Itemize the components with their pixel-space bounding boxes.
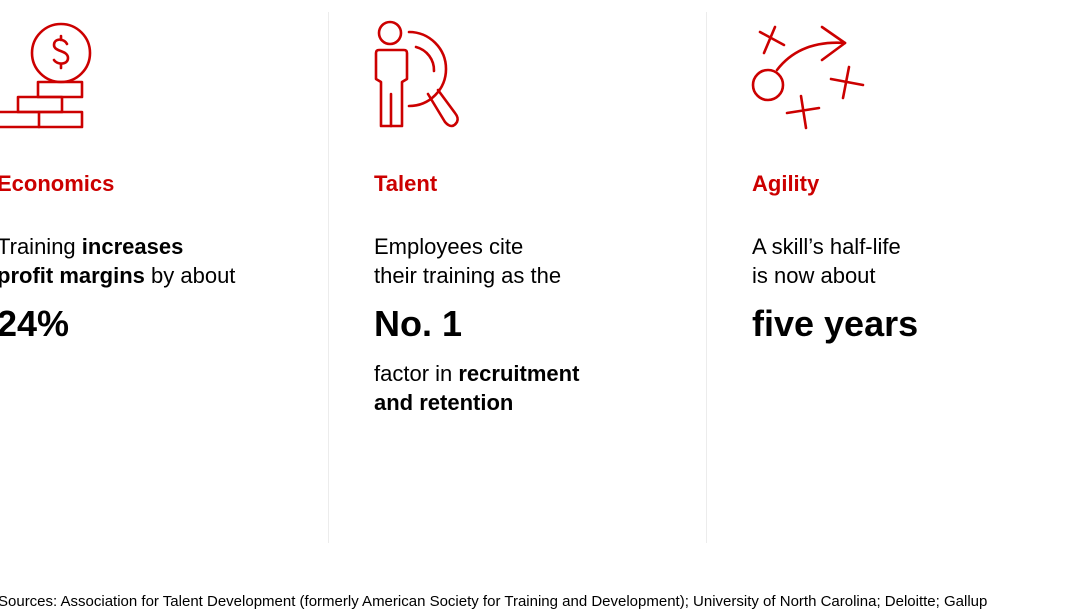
- economics-heading: Economics: [0, 171, 115, 196]
- talent-heading: Talent: [374, 171, 438, 196]
- text: Employees cite: [374, 234, 524, 259]
- text-bold: recruitment: [458, 361, 580, 386]
- person-magnifier-icon: [374, 20, 459, 128]
- agility-text: A skill’s half-life is now about: [752, 232, 901, 290]
- text: their training as the: [374, 263, 562, 288]
- text: by about: [144, 263, 236, 288]
- text-bold: and retention: [374, 390, 514, 415]
- text: is now about: [752, 263, 876, 288]
- text: Training: [0, 234, 82, 259]
- talent-text: Employees cite their training as the: [374, 232, 561, 290]
- strategy-play-icon: [751, 25, 865, 130]
- text: A skill’s half-life: [752, 234, 901, 259]
- talent-stat: No. 1: [374, 303, 463, 344]
- column-divider: [706, 12, 707, 543]
- column-divider: [328, 12, 329, 543]
- sources-footnote: Sources: Association for Talent Developm…: [0, 593, 988, 610]
- agility-stat: five years: [752, 303, 919, 344]
- agility-heading: Agility: [752, 171, 820, 196]
- talent-text-2: factor in recruitment and retention: [374, 359, 579, 417]
- text-bold: increases: [81, 234, 184, 259]
- coin-on-bricks-icon: [0, 22, 92, 129]
- economics-stat: 24%: [0, 303, 70, 344]
- economics-text: Training increases profit margins by abo…: [0, 232, 235, 290]
- text: factor in: [374, 361, 459, 386]
- text-bold: profit margins: [0, 263, 145, 288]
